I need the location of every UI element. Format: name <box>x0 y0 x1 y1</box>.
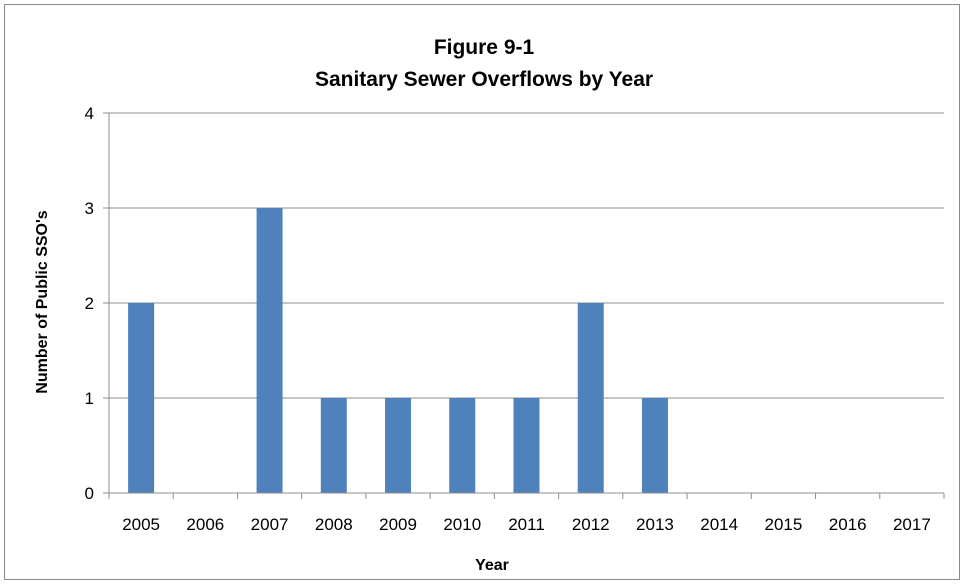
x-tick-label-2013: 2013 <box>636 515 674 534</box>
y-tick-label-1: 1 <box>85 389 94 408</box>
chart-frame <box>4 4 960 580</box>
x-tick-label-2010: 2010 <box>443 515 481 534</box>
y-tick-label-2: 2 <box>85 294 94 313</box>
x-tick-label-2014: 2014 <box>700 515 738 534</box>
x-tick-label-2015: 2015 <box>765 515 803 534</box>
x-tick-label-2007: 2007 <box>251 515 289 534</box>
bar-2008 <box>320 398 347 493</box>
bar-2010 <box>449 398 476 493</box>
y-tick-label-4: 4 <box>85 104 94 123</box>
x-tick-label-2008: 2008 <box>315 515 353 534</box>
bar-2007 <box>256 208 283 493</box>
x-tick-label-2012: 2012 <box>572 515 610 534</box>
x-tick-label-2009: 2009 <box>379 515 417 534</box>
bar-2005 <box>128 303 155 493</box>
x-tick-label-2011: 2011 <box>508 515 545 534</box>
bar-2012 <box>577 303 604 493</box>
y-axis-label: Number of Public SSO's <box>34 210 51 393</box>
chart-subtitle: Sanitary Sewer Overflows by Year <box>315 68 653 91</box>
bar-2009 <box>385 398 412 493</box>
chart-title: Figure 9-1 <box>434 36 535 59</box>
y-tick-label-0: 0 <box>85 484 94 503</box>
x-tick-label-2017: 2017 <box>893 515 931 534</box>
bar-2011 <box>513 398 540 493</box>
x-tick-label-2016: 2016 <box>829 515 867 534</box>
y-tick-label-3: 3 <box>85 199 94 218</box>
x-tick-label-2006: 2006 <box>186 515 224 534</box>
x-tick-label-2005: 2005 <box>122 515 160 534</box>
x-axis-label: Year <box>475 557 509 574</box>
bar-2013 <box>641 398 668 493</box>
